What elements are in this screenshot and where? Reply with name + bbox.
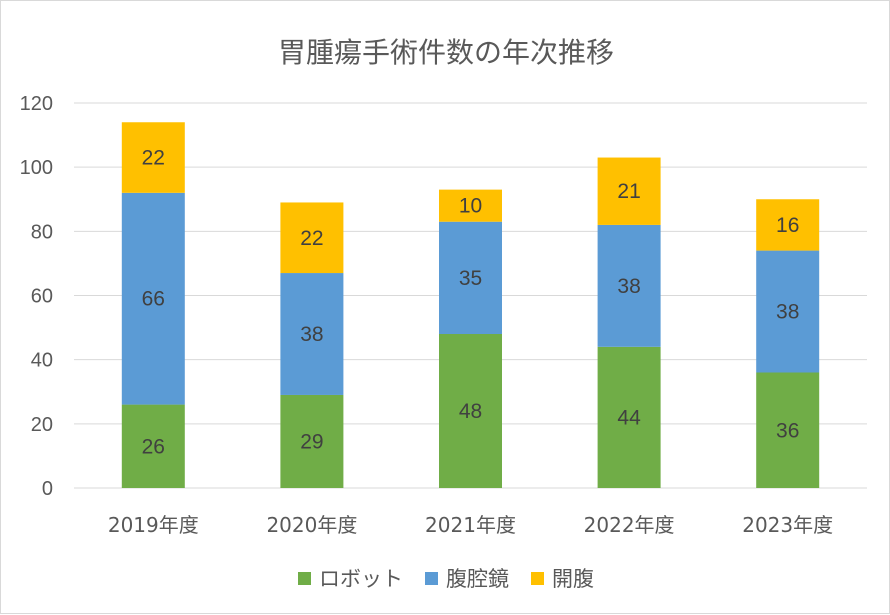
data-label-0-1: 29	[300, 430, 323, 453]
data-label-1-2: 35	[459, 267, 482, 290]
data-label-1-4: 38	[776, 301, 799, 324]
bar-2-4	[756, 199, 820, 251]
x-tick-label-0: 2019年度	[108, 513, 199, 537]
data-label-1-1: 38	[300, 323, 323, 346]
legend-label-open: 開腹	[552, 567, 594, 591]
data-label-0-0: 26	[142, 435, 165, 458]
legend-item-laparoscopic: 腹腔鏡	[425, 563, 509, 593]
bar-1-1	[280, 273, 344, 395]
data-label-2-3: 21	[617, 180, 640, 203]
bar-1-4	[756, 250, 820, 373]
bar-0-0	[121, 404, 185, 488]
legend-label-laparoscopic: 腹腔鏡	[446, 567, 509, 591]
legend-swatch-laparoscopic	[425, 571, 438, 585]
bar-2-0	[121, 122, 185, 193]
y-tick-label-0: 0	[42, 478, 53, 500]
data-label-2-1: 22	[300, 227, 323, 250]
bar-2-1	[280, 202, 344, 274]
data-label-1-3: 38	[617, 275, 640, 298]
bar-2-2	[439, 189, 502, 222]
data-label-0-4: 36	[776, 419, 799, 442]
y-tick-label-2: 40	[31, 350, 53, 372]
bar-0-3	[597, 346, 661, 488]
y-tick-label-1: 20	[31, 414, 53, 436]
x-tick-label-2: 2021年度	[425, 513, 516, 537]
bar-0-1	[280, 394, 344, 488]
y-tick-label-6: 120	[20, 93, 53, 115]
legend-swatch-open	[531, 571, 544, 585]
data-label-1-0: 66	[142, 288, 165, 311]
bar-1-3	[597, 224, 661, 347]
y-tick-label-5: 100	[20, 157, 53, 179]
legend-item-robot: ロボット	[298, 563, 403, 593]
legend: ロボット 腹腔鏡 開腹	[1, 563, 890, 593]
chart-title: 胃腫瘍手術件数の年次推移	[277, 36, 614, 69]
x-tick-label-4: 2023年度	[742, 513, 833, 537]
data-label-0-3: 44	[617, 406, 641, 429]
legend-item-open: 開腹	[531, 563, 594, 593]
data-label-2-2: 10	[459, 195, 482, 218]
data-label-2-4: 16	[776, 214, 799, 237]
bar-2-3	[597, 157, 661, 225]
y-tick-label-3: 60	[31, 286, 53, 308]
bar-1-0	[121, 192, 185, 405]
x-tick-label-3: 2022年度	[584, 513, 675, 537]
data-label-0-2: 48	[459, 400, 482, 423]
x-tick-label-1: 2020年度	[266, 513, 357, 537]
bar-0-4	[756, 372, 820, 488]
legend-label-robot: ロボット	[319, 567, 403, 591]
legend-swatch-robot	[298, 571, 311, 585]
y-tick-label-4: 80	[31, 221, 53, 243]
data-label-2-0: 22	[142, 147, 165, 170]
bar-0-2	[439, 334, 502, 488]
bar-1-2	[439, 221, 502, 334]
